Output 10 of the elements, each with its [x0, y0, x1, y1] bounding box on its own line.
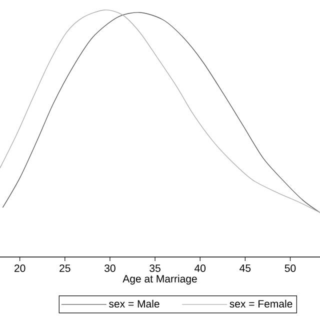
x-tick-label: 50 [284, 264, 296, 272]
x-tick-label: 25 [60, 264, 70, 272]
x-axis-title: Age at Marriage [122, 274, 197, 285]
x-tick-label: 35 [150, 264, 160, 272]
legend-label: sex = Female [230, 300, 292, 308]
x-tick-label: 45 [240, 264, 251, 272]
x-tick-label: 40 [194, 264, 206, 272]
x-tick-label: 20 [14, 264, 26, 272]
x-tick-label: 30 [104, 264, 116, 272]
legend-label: sex = Male [109, 300, 160, 308]
